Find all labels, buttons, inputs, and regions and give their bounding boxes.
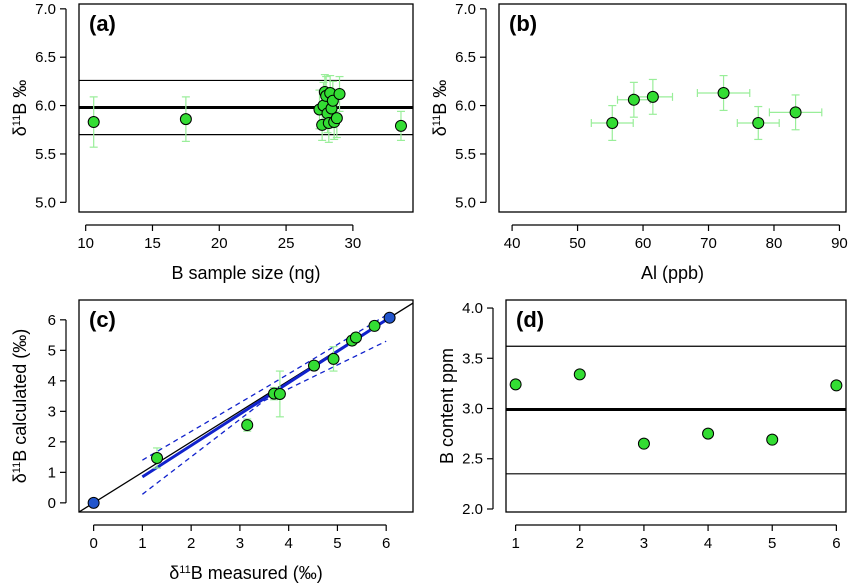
- data-point: [327, 352, 340, 365]
- confidence-band-upper: [142, 314, 387, 461]
- data-point: [646, 90, 659, 103]
- data-point: [627, 93, 640, 106]
- x-tick-label: 3: [236, 535, 244, 552]
- y-tick-label: 6.0: [455, 98, 476, 115]
- panel-label: (c): [89, 307, 116, 332]
- x-tick-label: 3: [640, 535, 648, 552]
- plot-area: [506, 345, 846, 475]
- x-tick-label: 30: [345, 235, 362, 252]
- x-tick-label: 4: [284, 535, 292, 552]
- x-tick-label: 50: [569, 235, 586, 252]
- panel-d: 1 2 3 4 5 6 2.0 2.5 3.0 3.5 4.0 (d) B content ppm: [437, 299, 847, 552]
- y-tick-label: 7.0: [455, 1, 476, 18]
- x-tick-label: 6: [382, 535, 390, 552]
- x-tick-label: 1: [511, 535, 519, 552]
- panel-label: (a): [89, 11, 116, 36]
- y-tick-label: 2: [48, 434, 56, 451]
- y-axis-title: B content ppm: [437, 348, 457, 464]
- plot-frame: [78, 299, 414, 513]
- y-tick-label: 2.0: [462, 501, 483, 518]
- x-tick-label: 2: [187, 535, 195, 552]
- data-point: [349, 331, 362, 344]
- x-axis-title: B sample size (ng): [171, 263, 320, 283]
- x-tick-label: 90: [831, 235, 848, 252]
- plot-area: [79, 74, 413, 148]
- plot-frame: [78, 3, 414, 213]
- x-tick-label: 70: [700, 235, 717, 252]
- y-axis-title: δ11B calculated (‰): [10, 329, 30, 484]
- x-tick-label: 40: [504, 235, 521, 252]
- data-point: [766, 433, 779, 446]
- data-point: [573, 368, 586, 381]
- y-tick-label: 3.0: [462, 401, 483, 418]
- data-point: [333, 87, 346, 100]
- y-tick-label: 5.5: [35, 146, 56, 163]
- plot-area: [79, 302, 413, 512]
- x-axis-title: δ11B measured (‰): [169, 563, 323, 583]
- x-tick-label: 5: [333, 535, 341, 552]
- y-tick-label: 0: [48, 495, 56, 512]
- panel-label: (b): [509, 11, 537, 36]
- endpoint-marker: [383, 311, 396, 324]
- panel-label: (d): [516, 307, 544, 332]
- x-tick-label: 20: [211, 235, 228, 252]
- x-tick-label: 0: [89, 535, 97, 552]
- y-tick-label: 7.0: [35, 1, 56, 18]
- endpoint-marker: [87, 496, 100, 509]
- y-tick-label: 5: [48, 342, 56, 359]
- plot-frame: [498, 3, 847, 213]
- x-tick-label: 4: [704, 535, 712, 552]
- data-point: [368, 319, 381, 332]
- y-axis-title: δ11B ‰: [430, 80, 450, 136]
- data-point: [151, 452, 164, 465]
- plot-area: [590, 74, 823, 142]
- data-point: [87, 116, 100, 129]
- y-tick-label: 6.0: [35, 98, 56, 115]
- confidence-band-lower: [141, 340, 387, 495]
- data-point: [789, 106, 802, 119]
- y-tick-label: 2.5: [462, 451, 483, 468]
- data-point: [830, 379, 843, 392]
- plot-frame: [505, 299, 847, 513]
- data-point: [752, 116, 765, 129]
- data-point: [509, 378, 522, 391]
- x-tick-label: 1: [138, 535, 146, 552]
- y-axis-title: δ11B ‰: [10, 80, 30, 136]
- data-point: [637, 437, 650, 450]
- x-tick-label: 15: [144, 235, 161, 252]
- y-tick-label: 3.5: [462, 350, 483, 367]
- x-tick-label: 60: [635, 235, 652, 252]
- y-tick-label: 3: [48, 403, 56, 420]
- x-tick-label: 80: [766, 235, 783, 252]
- x-tick-label: 25: [278, 235, 295, 252]
- y-tick-label: 6.5: [35, 49, 56, 66]
- y-tick-label: 6.5: [455, 49, 476, 66]
- data-point: [330, 112, 343, 125]
- y-tick-label: 1: [48, 464, 56, 481]
- panel-c: 0 1 2 3 4 5 6 0 1 2 3 4 5 6 (c) δ11B measured (‰) δ11B c…: [10, 299, 414, 583]
- data-point: [308, 359, 321, 372]
- panel-b: 40 50 60 70 80 90 5.0 5.5 6.0 6.5 7.0 (b) Al (ppb) δ1…: [430, 1, 848, 283]
- y-tick-label: 5.5: [455, 146, 476, 163]
- data-point: [717, 87, 730, 100]
- x-axis-title: Al (ppb): [641, 263, 704, 283]
- data-point: [273, 387, 286, 400]
- x-tick-label: 10: [77, 235, 94, 252]
- y-tick-label: 5.0: [35, 194, 56, 211]
- y-tick-label: 5.0: [455, 194, 476, 211]
- y-tick-label: 4.0: [462, 300, 483, 317]
- y-tick-label: 4: [48, 373, 56, 390]
- x-tick-label: 5: [768, 535, 776, 552]
- x-tick-label: 6: [832, 535, 840, 552]
- data-point: [702, 427, 715, 440]
- panel-a: 10 15 20 25 30 5.0 5.5 6.0 6.5 7.0 (a) B sample siz…: [10, 1, 414, 283]
- data-point: [179, 113, 192, 126]
- x-tick-label: 2: [576, 535, 584, 552]
- data-point: [606, 116, 619, 129]
- y-tick-label: 6: [48, 312, 56, 329]
- data-point: [394, 119, 407, 132]
- data-point: [241, 419, 254, 432]
